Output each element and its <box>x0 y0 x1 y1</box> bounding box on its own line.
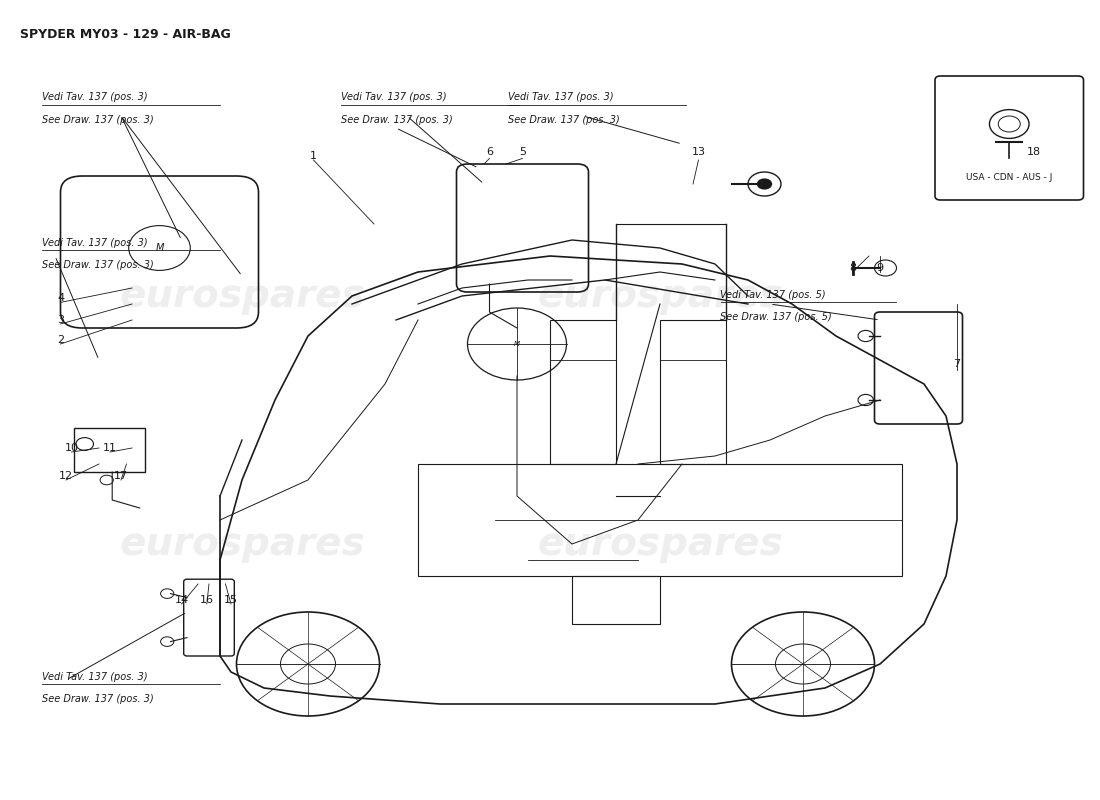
Text: M: M <box>155 243 164 253</box>
Text: 7: 7 <box>954 359 960 369</box>
Text: Vedi Tav. 137 (pos. 3): Vedi Tav. 137 (pos. 3) <box>341 92 447 102</box>
Text: 13: 13 <box>692 147 705 157</box>
Text: eurospares: eurospares <box>119 525 365 563</box>
Text: 6: 6 <box>486 147 493 157</box>
Text: See Draw. 137 (pos. 3): See Draw. 137 (pos. 3) <box>42 261 154 270</box>
Text: 8: 8 <box>849 263 856 273</box>
Text: Vedi Tav. 137 (pos. 3): Vedi Tav. 137 (pos. 3) <box>42 672 147 682</box>
Text: 16: 16 <box>200 595 213 605</box>
Text: See Draw. 137 (pos. 3): See Draw. 137 (pos. 3) <box>508 115 620 125</box>
Text: See Draw. 137 (pos. 3): See Draw. 137 (pos. 3) <box>42 115 154 125</box>
Text: 3: 3 <box>57 315 64 325</box>
Text: 2: 2 <box>57 335 64 345</box>
Text: See Draw. 137 (pos. 5): See Draw. 137 (pos. 5) <box>720 313 833 322</box>
Text: 1: 1 <box>310 151 317 161</box>
Text: eurospares: eurospares <box>537 277 783 315</box>
Text: M: M <box>514 341 520 347</box>
Text: 11: 11 <box>103 443 117 453</box>
Text: 18: 18 <box>1027 147 1041 157</box>
Text: 15: 15 <box>224 595 238 605</box>
Text: See Draw. 137 (pos. 3): See Draw. 137 (pos. 3) <box>341 115 453 125</box>
Text: eurospares: eurospares <box>119 277 365 315</box>
Bar <box>74 428 145 472</box>
Text: Vedi Tav. 137 (pos. 3): Vedi Tav. 137 (pos. 3) <box>42 92 147 102</box>
Text: See Draw. 137 (pos. 3): See Draw. 137 (pos. 3) <box>42 694 154 704</box>
Text: Vedi Tav. 137 (pos. 3): Vedi Tav. 137 (pos. 3) <box>508 92 614 102</box>
Text: 4: 4 <box>57 293 64 302</box>
Text: 10: 10 <box>65 443 78 453</box>
Text: Vedi Tav. 137 (pos. 3): Vedi Tav. 137 (pos. 3) <box>42 238 147 248</box>
Text: 9: 9 <box>877 263 883 273</box>
Text: 17: 17 <box>114 471 128 481</box>
Text: 14: 14 <box>175 595 188 605</box>
Text: 5: 5 <box>519 147 526 157</box>
Circle shape <box>757 178 772 190</box>
Text: 12: 12 <box>59 471 73 481</box>
Text: SPYDER MY03 - 129 - AIR-BAG: SPYDER MY03 - 129 - AIR-BAG <box>20 28 231 41</box>
Bar <box>572 576 660 624</box>
Text: eurospares: eurospares <box>537 525 783 563</box>
Text: Vedi Tav. 137 (pos. 5): Vedi Tav. 137 (pos. 5) <box>720 290 826 300</box>
Text: USA - CDN - AUS - J: USA - CDN - AUS - J <box>966 173 1053 182</box>
